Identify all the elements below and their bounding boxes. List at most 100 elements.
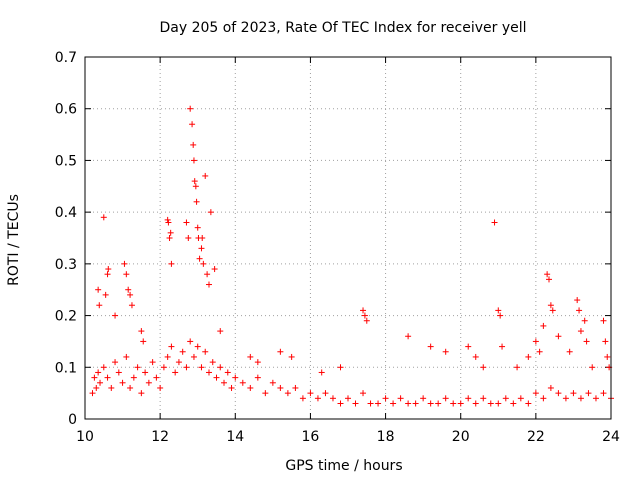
data-point [435, 400, 442, 407]
data-point [589, 364, 596, 371]
data-point [97, 379, 104, 386]
data-point [382, 395, 389, 402]
data-point [179, 348, 186, 355]
data-point [205, 369, 212, 376]
data-point [190, 157, 197, 164]
data-point [525, 353, 532, 360]
y-tick-label: 0 [68, 412, 77, 428]
data-point [547, 302, 554, 309]
data-point [205, 281, 212, 288]
data-point [577, 328, 584, 335]
data-point [224, 369, 231, 376]
data-point [142, 369, 149, 376]
data-point [555, 390, 562, 397]
data-point [130, 374, 137, 381]
data-point [194, 343, 201, 350]
x-tick-label: 24 [602, 429, 620, 445]
data-point [127, 291, 134, 298]
data-point [108, 384, 115, 391]
data-point [314, 395, 321, 402]
data-point [199, 235, 206, 241]
data-point [149, 359, 156, 366]
data-point [112, 312, 119, 319]
data-point [555, 333, 562, 340]
data-points [89, 105, 614, 407]
data-point [576, 307, 583, 314]
data-point [495, 400, 502, 407]
data-point [427, 343, 434, 350]
data-point [164, 353, 171, 360]
data-point [532, 390, 539, 397]
data-point [153, 374, 160, 381]
data-point [536, 348, 543, 355]
data-point [96, 302, 103, 309]
data-point [361, 312, 368, 319]
data-point [322, 390, 329, 397]
data-point [254, 359, 261, 366]
data-point [450, 400, 457, 407]
y-tick-label: 0.2 [55, 309, 77, 325]
data-point [198, 245, 205, 252]
data-point [112, 359, 119, 366]
data-point [145, 379, 152, 386]
data-point [363, 317, 370, 324]
data-point [277, 348, 284, 355]
axis-ticks: 10 12 14 16 18 20 22 24 0 0.1 0.2 0.3 0.4 0.5 0.6 0.7 [55, 50, 620, 445]
chart-title: Day 205 of 2023, Rate Of TEC Index for r… [159, 20, 526, 36]
data-point [140, 338, 147, 345]
data-point [189, 121, 196, 128]
data-point [95, 369, 102, 376]
data-point [360, 307, 367, 314]
data-point [574, 297, 581, 304]
data-point [104, 271, 111, 278]
x-tick-label: 14 [226, 429, 244, 445]
data-point [192, 183, 199, 190]
y-tick-label: 0.5 [55, 153, 77, 169]
data-point [183, 219, 190, 226]
data-point [517, 395, 524, 402]
data-point [254, 374, 261, 381]
data-point [100, 364, 107, 371]
data-point [209, 359, 216, 366]
data-point [196, 255, 203, 262]
y-axis-title: ROTI / TECUs [6, 194, 22, 286]
data-point [168, 260, 175, 267]
data-point [525, 400, 532, 407]
grid-lines [85, 57, 611, 419]
data-point [190, 141, 197, 148]
y-tick-label: 0.4 [55, 205, 77, 221]
data-point [157, 384, 164, 391]
data-point [119, 379, 126, 386]
data-point [465, 343, 472, 350]
data-point [187, 105, 194, 112]
data-point [194, 224, 201, 231]
data-point [95, 286, 102, 293]
data-point [217, 364, 224, 371]
data-point [465, 395, 472, 402]
data-point [581, 317, 588, 324]
data-point [217, 328, 224, 335]
y-tick-label: 0.3 [55, 257, 77, 273]
data-point [228, 384, 235, 391]
y-tick-label: 0.6 [55, 102, 77, 118]
data-point [390, 400, 397, 407]
data-point [457, 400, 464, 407]
y-tick-label: 0.7 [55, 50, 77, 66]
data-point [89, 390, 96, 397]
data-point [247, 353, 254, 360]
data-point [166, 235, 173, 241]
data-point [121, 260, 128, 267]
data-point [602, 338, 609, 345]
data-point [405, 400, 412, 407]
data-point [307, 390, 314, 397]
data-point [102, 291, 109, 298]
y-tick-label: 0.1 [55, 360, 77, 376]
x-tick-label: 10 [76, 429, 94, 445]
data-point [562, 395, 569, 402]
data-point [93, 384, 100, 391]
data-point [502, 395, 509, 402]
data-point [193, 198, 200, 205]
data-point [207, 209, 214, 216]
data-point [91, 374, 98, 381]
data-point [299, 395, 306, 402]
